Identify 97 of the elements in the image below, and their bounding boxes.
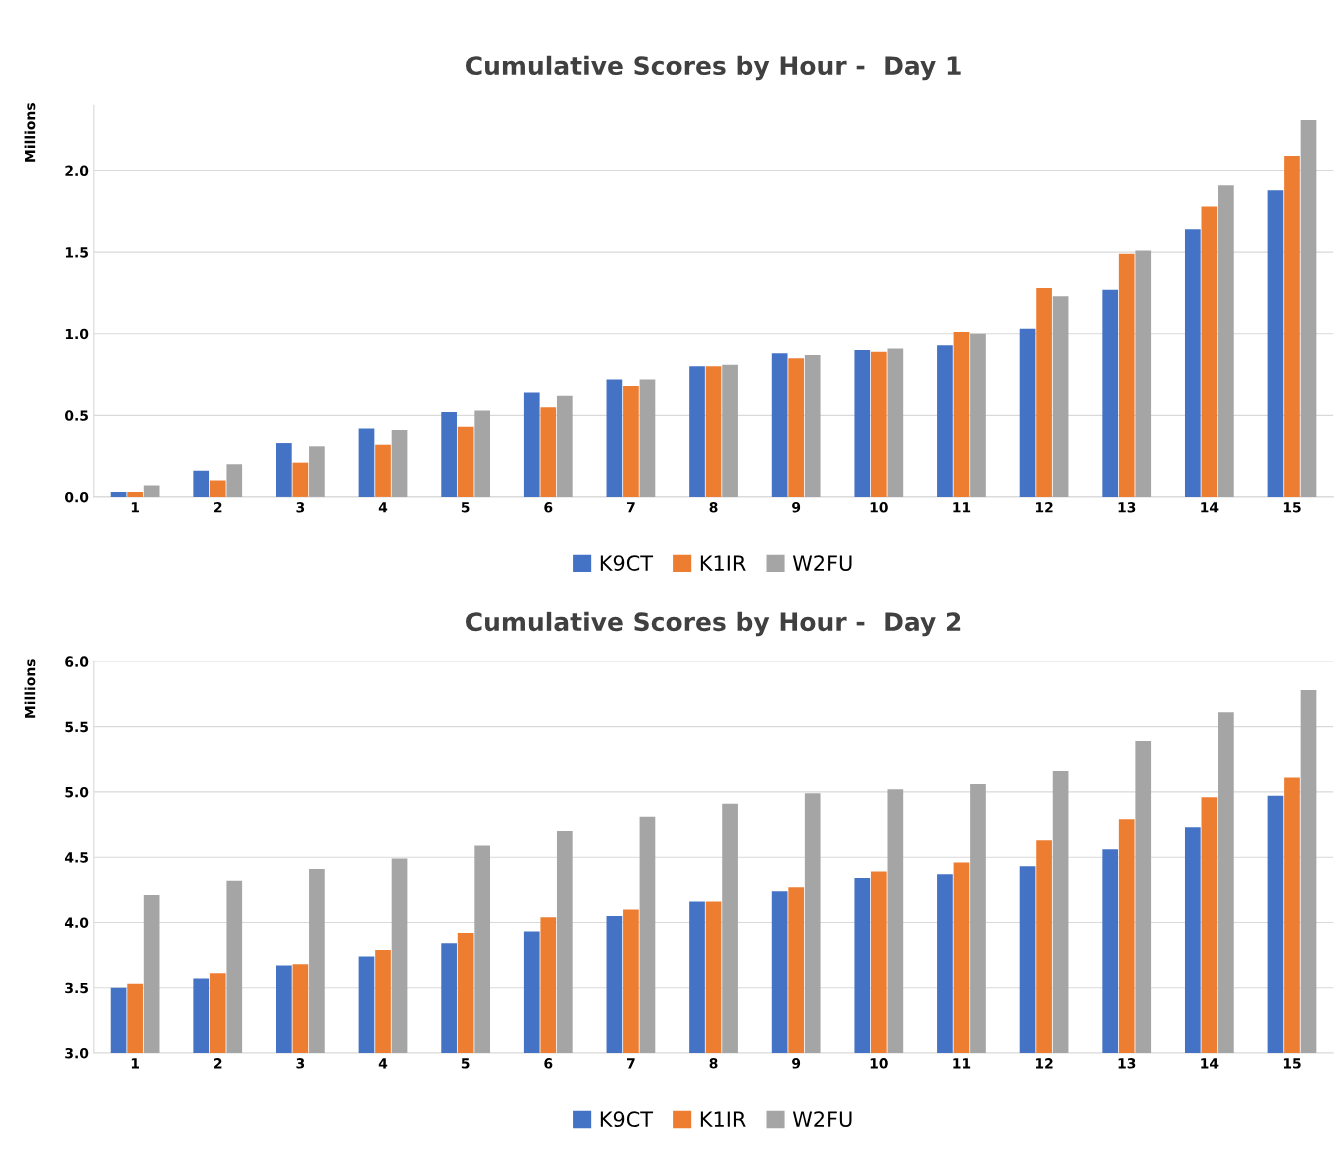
x-tick-label: 2 bbox=[214, 1058, 222, 1069]
bar bbox=[1284, 155, 1300, 497]
bar bbox=[854, 350, 871, 497]
bar bbox=[1019, 328, 1036, 497]
x-tick-label: 8 bbox=[709, 502, 718, 513]
x-tick-label: 9 bbox=[792, 502, 801, 513]
x-tick-label: 5 bbox=[461, 502, 470, 513]
bar bbox=[457, 426, 474, 497]
y-tick-label: 6.0 bbox=[65, 656, 89, 667]
bar bbox=[556, 395, 573, 497]
bar bbox=[1184, 229, 1201, 497]
bar bbox=[441, 412, 457, 497]
x-tick-label: 6 bbox=[544, 502, 553, 513]
bar bbox=[1118, 253, 1135, 497]
y-tick-label: 4.0 bbox=[64, 917, 89, 928]
x-tick-label: 3 bbox=[296, 1058, 305, 1069]
y-axis-title: Millions bbox=[24, 659, 36, 718]
bar bbox=[474, 410, 491, 497]
x-tick-label: 14 bbox=[1201, 1058, 1219, 1069]
bar bbox=[276, 443, 292, 497]
bar bbox=[639, 379, 656, 497]
y-tick-label: 5.5 bbox=[65, 721, 88, 733]
x-tick-label: 7 bbox=[627, 502, 635, 513]
x-tick-label: 6 bbox=[544, 1058, 553, 1069]
bar bbox=[689, 366, 705, 497]
bar bbox=[804, 354, 821, 497]
x-tick-label: 10 bbox=[870, 502, 888, 513]
bar bbox=[887, 348, 904, 497]
x-tick-label: 1 bbox=[131, 502, 139, 513]
chart-title: Cumulative Scores by Hour - Day 2 bbox=[465, 611, 961, 637]
x-tick-label: 13 bbox=[1118, 1058, 1136, 1069]
bar bbox=[788, 358, 805, 497]
y-tick-label: 1.5 bbox=[65, 247, 88, 258]
bar bbox=[391, 430, 408, 497]
legend-label: K9CT bbox=[600, 555, 654, 571]
bar bbox=[209, 480, 226, 497]
bar bbox=[540, 407, 557, 497]
x-tick-label: 13 bbox=[1118, 502, 1136, 513]
x-tick-label: 14 bbox=[1201, 502, 1219, 513]
bar bbox=[1102, 289, 1119, 497]
y-tick-label: 3.5 bbox=[65, 982, 88, 994]
x-tick-label: 3 bbox=[296, 502, 305, 513]
x-tick-label: 5 bbox=[461, 1058, 470, 1069]
y-tick-label: 0.0 bbox=[65, 491, 89, 503]
y-tick-label: 3.0 bbox=[65, 1047, 89, 1059]
bar bbox=[358, 428, 375, 497]
bar bbox=[110, 492, 127, 497]
bar bbox=[870, 351, 887, 497]
legend-label: K9CT bbox=[600, 1111, 654, 1128]
bar bbox=[623, 385, 639, 497]
x-tick-label: 9 bbox=[792, 1058, 801, 1069]
bar bbox=[970, 333, 986, 497]
legend-label: W2FU bbox=[792, 1111, 852, 1128]
x-tick-label: 10 bbox=[870, 1058, 888, 1069]
bar bbox=[1300, 119, 1317, 497]
x-tick-label: 11 bbox=[953, 1058, 971, 1069]
y-tick-label: 2.0 bbox=[65, 165, 89, 177]
x-tick-label: 7 bbox=[627, 1058, 635, 1069]
y-tick-label: 5.0 bbox=[65, 786, 89, 798]
bar bbox=[309, 446, 325, 497]
y-tick-label: 0.5 bbox=[65, 410, 88, 421]
bar bbox=[292, 462, 309, 497]
x-tick-label: 11 bbox=[953, 502, 971, 513]
x-tick-label: 4 bbox=[378, 1058, 388, 1069]
bar bbox=[1052, 296, 1069, 497]
bar bbox=[705, 366, 722, 497]
x-tick-label: 12 bbox=[1035, 1058, 1053, 1069]
bar bbox=[143, 485, 160, 497]
bar bbox=[606, 379, 623, 497]
bar bbox=[226, 464, 243, 497]
bar bbox=[523, 392, 540, 497]
legend-label: K1IR bbox=[700, 555, 746, 571]
y-tick-label: 4.5 bbox=[64, 852, 88, 863]
x-tick-label: 15 bbox=[1283, 1058, 1301, 1069]
legend-label: W2FU bbox=[792, 555, 852, 571]
bar bbox=[1218, 185, 1234, 497]
bar bbox=[953, 332, 970, 497]
bar bbox=[1267, 190, 1284, 497]
bar bbox=[127, 492, 143, 497]
x-tick-label: 2 bbox=[214, 502, 222, 513]
bar bbox=[193, 470, 210, 497]
bar bbox=[1201, 206, 1218, 497]
bar bbox=[1036, 288, 1052, 497]
x-tick-label: 15 bbox=[1283, 502, 1301, 513]
legend-label: K1IR bbox=[700, 1111, 746, 1127]
bar bbox=[1135, 250, 1152, 497]
bar bbox=[771, 353, 788, 497]
x-tick-label: 1 bbox=[131, 1058, 139, 1069]
y-axis-title: Millions bbox=[24, 103, 36, 162]
bar bbox=[937, 345, 953, 497]
x-tick-label: 8 bbox=[709, 1058, 718, 1069]
x-tick-label: 4 bbox=[378, 502, 388, 513]
chart-title: Cumulative Scores by Hour - Day 1 bbox=[465, 55, 961, 81]
x-tick-label: 12 bbox=[1035, 502, 1053, 513]
bar bbox=[722, 364, 738, 497]
y-tick-label: 1.0 bbox=[65, 328, 89, 340]
bar bbox=[375, 444, 391, 497]
